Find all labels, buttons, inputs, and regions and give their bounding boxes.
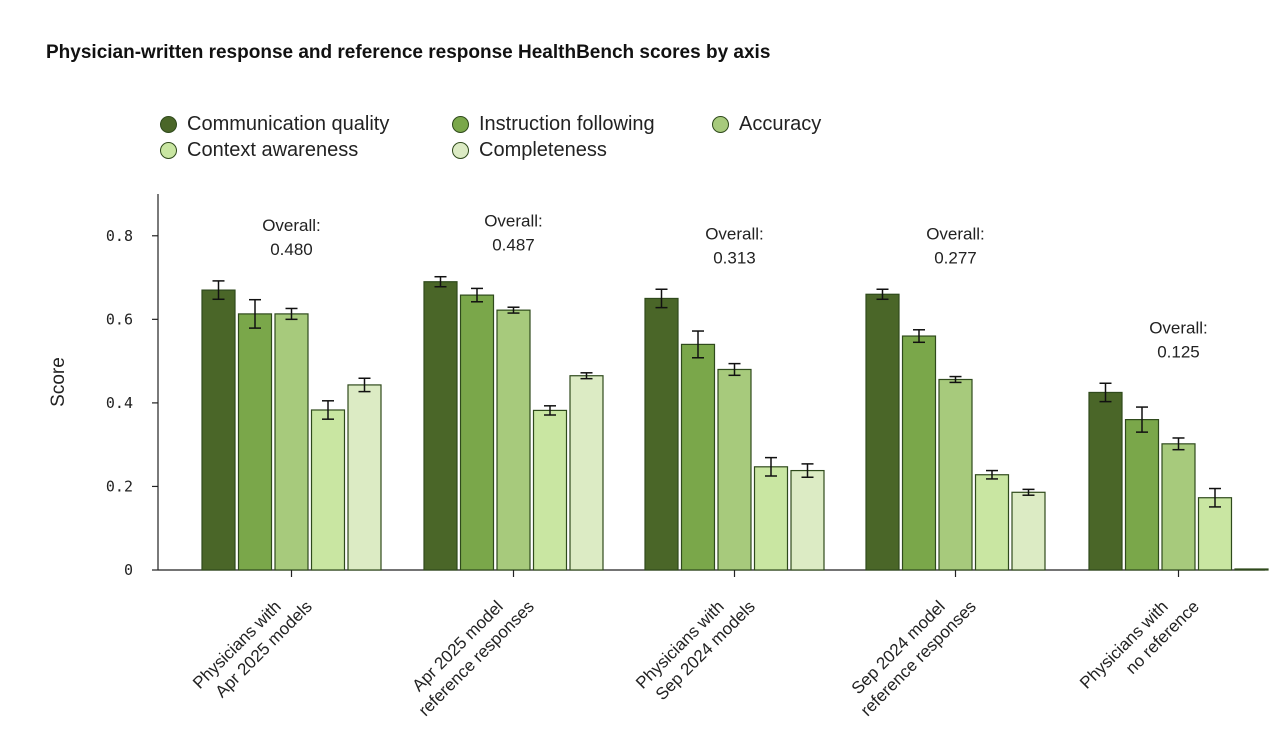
legend-swatch-accuracy — [712, 116, 729, 133]
legend-swatch-instruction-following — [452, 116, 469, 133]
chart-title: Physician-written response and reference… — [46, 42, 771, 63]
legend-swatch-communication-quality — [160, 116, 177, 133]
x-category-label: Physicians withno reference — [1076, 581, 1203, 708]
legend-label-context-awareness: Context awareness — [187, 139, 359, 161]
bar-communication-quality — [865, 293, 900, 571]
overall-label: Overall: — [262, 216, 321, 235]
bar-accuracy — [496, 309, 531, 571]
overall-label: Overall: — [484, 212, 543, 231]
bar-completeness — [569, 375, 604, 571]
bar-completeness — [790, 469, 825, 571]
x-category-label: Physicians withApr 2025 models — [189, 581, 316, 708]
bar-communication-quality — [423, 281, 458, 571]
y-tick-label: 0.4 — [106, 394, 133, 412]
bar-context-awareness — [974, 474, 1010, 571]
bar-context-awareness — [310, 409, 346, 571]
y-tick-label: 0.6 — [106, 310, 133, 328]
x-category-label: Sep 2024 modelreference responses — [841, 581, 980, 720]
bar-accuracy — [274, 313, 309, 571]
bar-communication-quality — [201, 289, 236, 571]
overall-value: 0.313 — [713, 248, 756, 267]
bar-accuracy — [1161, 443, 1196, 571]
x-category-label: Apr 2025 modelreference responses — [399, 581, 538, 720]
legend-label-completeness: Completeness — [479, 139, 607, 161]
bar-instruction-following — [1124, 419, 1160, 571]
bar-context-awareness — [532, 409, 568, 571]
legend-swatch-completeness — [452, 142, 469, 159]
bar-instruction-following — [459, 294, 495, 571]
y-tick-label: 0 — [124, 561, 133, 579]
legend-item-completeness: Completeness — [452, 139, 607, 162]
overall-value: 0.480 — [270, 240, 313, 259]
bar-completeness — [347, 384, 382, 571]
legend-label-accuracy: Accuracy — [739, 113, 822, 135]
legend-item-context-awareness: Context awareness — [160, 139, 358, 162]
overall-label: Overall: — [926, 224, 985, 243]
bar-context-awareness — [753, 466, 789, 571]
y-tick-label: 0.8 — [106, 227, 133, 245]
legend-swatch-context-awareness — [160, 142, 177, 159]
bar-completeness — [1234, 568, 1269, 571]
y-tick-label: 0.2 — [106, 477, 133, 495]
overall-value: 0.487 — [492, 236, 535, 255]
overall-label: Overall: — [1149, 318, 1208, 337]
overall-value: 0.125 — [1157, 342, 1200, 361]
overall-value: 0.277 — [934, 248, 977, 267]
bar-completeness — [1011, 491, 1046, 571]
legend-label-instruction-following: Instruction following — [479, 113, 655, 135]
legend-label-communication-quality: Communication quality — [187, 113, 390, 135]
bar-instruction-following — [680, 343, 716, 571]
legend-item-instruction-following: Instruction following — [452, 113, 655, 136]
bar-accuracy — [938, 378, 973, 571]
bar-accuracy — [717, 368, 752, 571]
bar-communication-quality — [644, 297, 679, 571]
x-category-label: Physicians withSep 2024 models — [632, 581, 759, 708]
legend-item-accuracy: Accuracy — [712, 113, 821, 136]
legend-item-communication-quality: Communication quality — [160, 113, 389, 136]
bar-instruction-following — [237, 313, 273, 571]
bar-communication-quality — [1088, 391, 1123, 571]
y-axis-label: Score — [48, 357, 69, 407]
bar-instruction-following — [901, 335, 937, 571]
bar-context-awareness — [1197, 497, 1233, 571]
overall-label: Overall: — [705, 224, 764, 243]
